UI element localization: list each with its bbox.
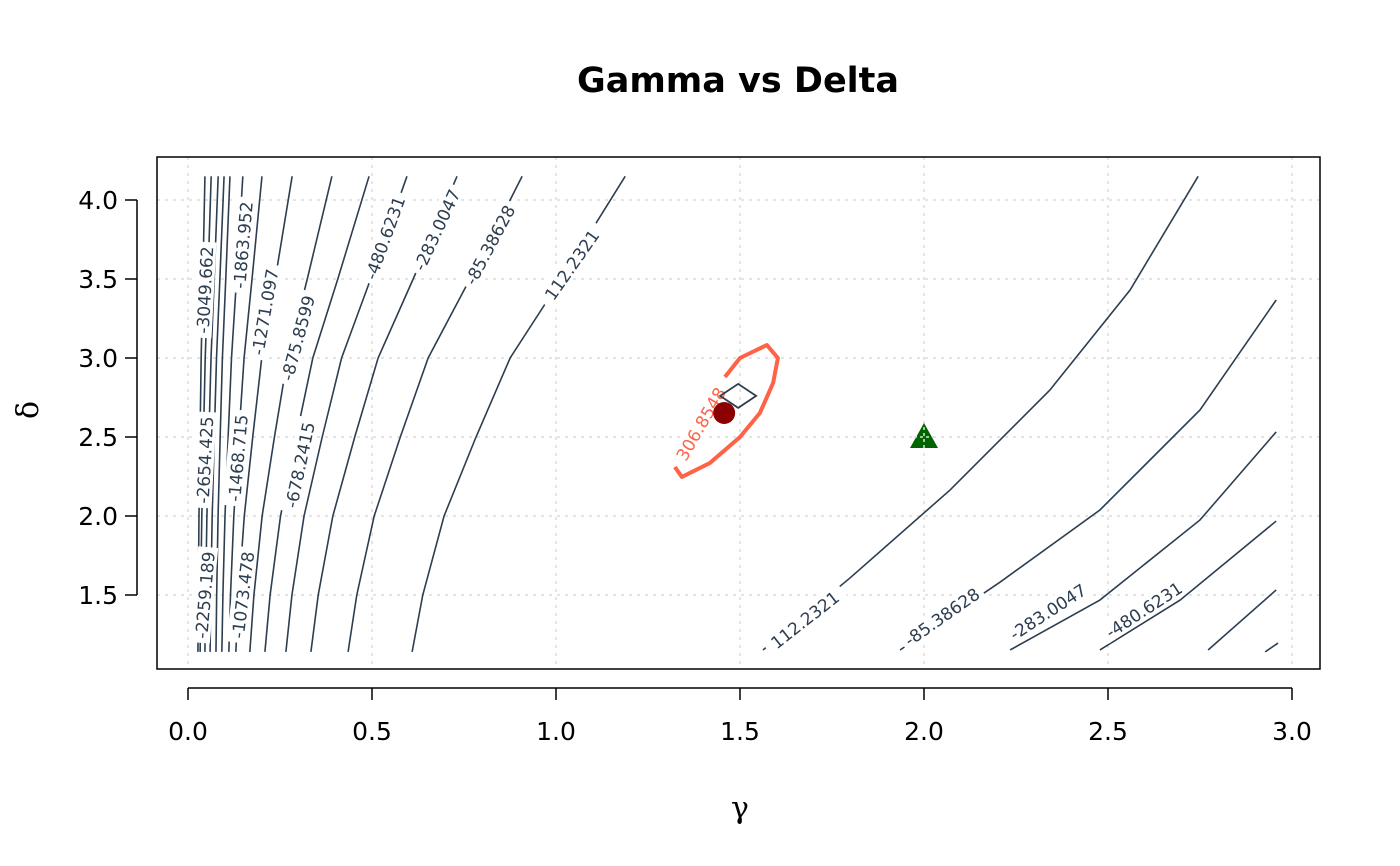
y-tick-label: 2.5	[78, 423, 118, 452]
y-tick-label: 3.5	[78, 265, 118, 294]
contour-label-bg	[457, 197, 521, 292]
contour-label-bg	[358, 189, 410, 287]
contour-label-bg	[226, 546, 258, 644]
plot-frame	[156, 156, 1321, 670]
highlight-contour-line	[673, 343, 780, 479]
x-tick-label: 2.5	[1088, 717, 1128, 746]
x-tick-label: 1.0	[536, 717, 576, 746]
contour-line	[1009, 431, 1277, 651]
estimate-point-marker	[713, 401, 736, 424]
contour-label-bg	[222, 409, 252, 507]
contour-label: 112.2321	[767, 588, 843, 654]
y-tick-label: 4.0	[78, 186, 118, 215]
x-tick-label: 0.0	[168, 717, 208, 746]
x-tick-label: 0.5	[352, 717, 392, 746]
contour-line	[1264, 642, 1279, 653]
contour-label: -480.6231	[362, 194, 411, 283]
contour-line	[310, 175, 458, 652]
contour-label-bg	[1001, 576, 1094, 646]
contour-labels: -3049.662-2654.425-2259.189-1863.952-146…	[189, 181, 1190, 657]
contour-label: -85.38628	[462, 202, 521, 288]
contour-label-bg	[406, 181, 466, 278]
contour-label: -3049.662	[194, 246, 219, 334]
y-tick-label: 1.5	[78, 581, 118, 610]
y-tick-label: 2.0	[78, 502, 118, 531]
grid	[157, 157, 1320, 669]
x-tick-label: 2.0	[904, 717, 944, 746]
contour-label-bg	[670, 382, 730, 465]
contour-label-bg	[189, 546, 219, 644]
x-axis-label: γ	[731, 791, 749, 826]
contour-label-bg	[760, 581, 849, 657]
contour-label: 112.2321	[541, 227, 604, 305]
y-axis-label: δ	[11, 401, 46, 419]
chart-title: Gamma vs Delta	[577, 61, 899, 101]
contour-line	[1099, 520, 1277, 651]
contour-label-bg	[896, 580, 987, 652]
contour-line	[215, 176, 231, 652]
contour-label: -1863.952	[230, 201, 258, 290]
x-tick-label: 1.5	[720, 717, 760, 746]
x-tick-label: 3.0	[1272, 717, 1312, 746]
diamond-marker	[718, 382, 758, 410]
contour-label: -875.8599	[278, 294, 320, 383]
contour-label: -1271.097	[249, 267, 284, 356]
contour-label-bg	[535, 219, 607, 310]
contour-label-bg	[274, 288, 320, 387]
contour-label-bg	[1097, 574, 1190, 644]
contours	[197, 175, 1279, 653]
markers	[713, 382, 938, 448]
contour-label-bg	[191, 241, 217, 339]
contour-line	[1207, 589, 1277, 651]
contour-line	[249, 176, 333, 652]
contour-label-bg	[227, 196, 257, 294]
contour-label: -678.2415	[282, 420, 320, 510]
axes: 0.0 0.5 1.0 1.5 2.0 2.5 3.0 1.5 2.0 2.5 3.0 3.5 4.0	[78, 186, 1312, 746]
contour-label-bg	[279, 415, 319, 514]
contour-label-bg	[191, 411, 217, 509]
contour-label-bg	[245, 262, 283, 361]
contour-line	[762, 175, 1199, 651]
contour-label: -2654.425	[194, 416, 219, 504]
y-tick-label: 3.0	[78, 344, 118, 373]
